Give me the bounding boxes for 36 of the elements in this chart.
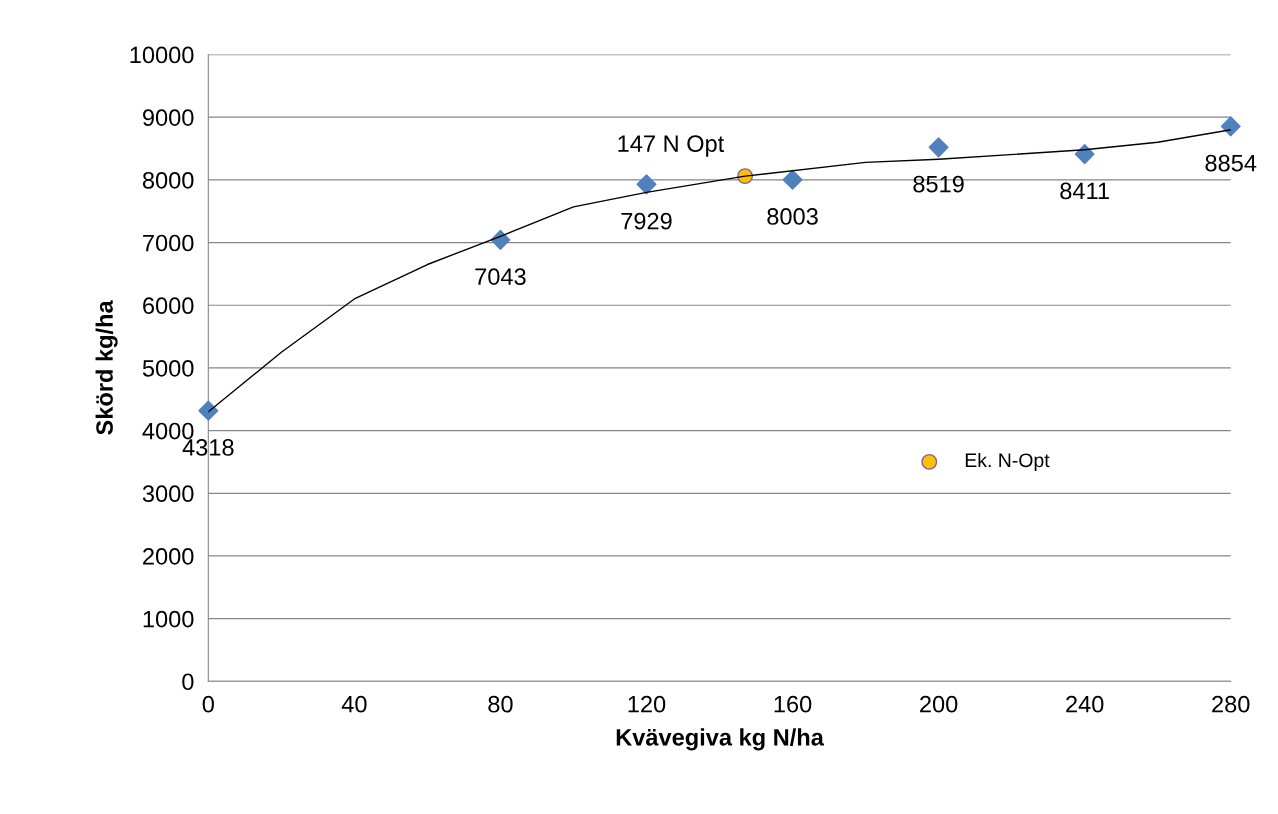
y-tick-label: 6000: [143, 297, 194, 315]
point: [928, 137, 949, 158]
point: [782, 169, 803, 190]
x-tick-label: 240: [1066, 695, 1104, 713]
y-tick-label: 7000: [143, 234, 194, 252]
data-label: 7929: [621, 212, 672, 230]
annotation: 147 N Opt: [618, 135, 725, 157]
x-tick-label: 200: [920, 695, 958, 713]
data-label: 7043: [475, 268, 526, 285]
y-tick-label: 9000: [143, 109, 194, 126]
y-tick-label: 8000: [142, 171, 194, 189]
y-tick-label: 3000: [142, 485, 194, 503]
data-label: 8003: [767, 208, 818, 225]
y-tick-label: 2000: [143, 548, 194, 565]
point: [198, 400, 219, 421]
y-tick-label: 4000: [142, 422, 194, 440]
x-tick-label: 160: [774, 695, 812, 713]
data-label: 8411: [1060, 182, 1109, 200]
data-label: 4318: [182, 439, 234, 456]
point: [636, 174, 657, 195]
y-tick-label: 5000: [142, 360, 194, 377]
x-tick-label: 120: [628, 695, 666, 713]
y-tick-label: 1000: [143, 610, 194, 628]
x-tick-label: 0: [202, 695, 214, 713]
y-tick-label: 10000: [130, 46, 194, 64]
x-axis-title: Kvävegiva kg N/ha: [616, 728, 824, 751]
data-label: 8854: [1205, 154, 1257, 172]
data-label: 8519: [913, 175, 964, 193]
point: [1074, 144, 1095, 165]
y-axis-title: Skörd kg/ha: [95, 300, 118, 435]
y-tick-label: 0: [182, 673, 194, 691]
x-tick-label: 280: [1212, 695, 1250, 713]
legend-label: Ek. N-Opt: [965, 452, 1050, 472]
x-tick-label: 80: [488, 695, 513, 713]
x-tick-label: 40: [341, 695, 367, 713]
point: [1220, 116, 1241, 137]
